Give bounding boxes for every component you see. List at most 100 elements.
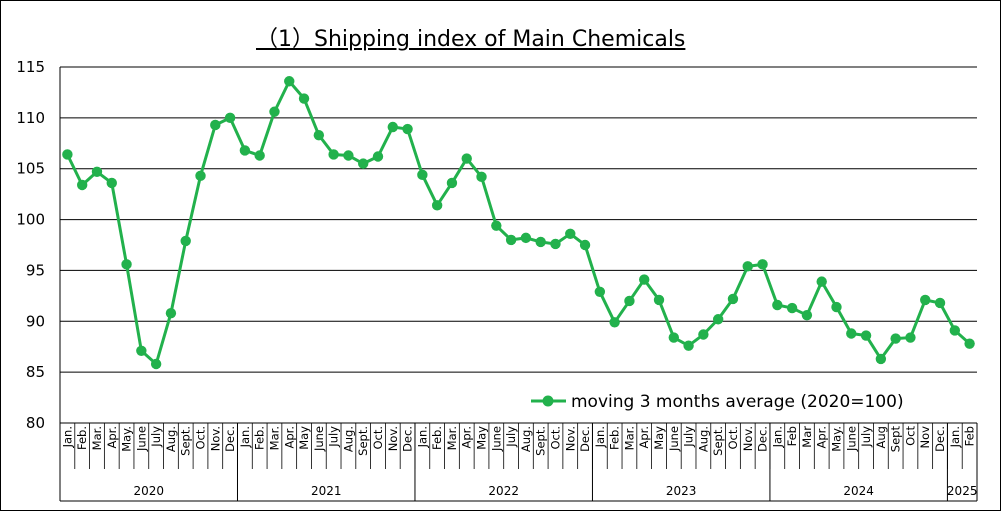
data-point <box>210 119 221 131</box>
x-tick-label: Mar. <box>445 426 459 450</box>
year-label: 2024 <box>843 484 874 498</box>
x-tick-label: Aug. <box>164 426 178 452</box>
x-tick-label: Oct <box>903 426 917 446</box>
data-point <box>801 309 813 321</box>
data-point <box>284 76 295 87</box>
data-point <box>150 358 162 370</box>
x-tick-label: Jan. <box>593 426 607 448</box>
data-point <box>860 330 872 341</box>
data-point <box>446 177 458 189</box>
x-tick-label: Feb <box>963 426 977 446</box>
y-tick-label: 85 <box>26 363 45 381</box>
data-point <box>786 302 798 314</box>
y-tick-label: 105 <box>16 160 45 178</box>
x-tick-label: Jan. <box>770 426 784 448</box>
y-tick-label: 95 <box>26 261 45 279</box>
data-point <box>298 93 310 104</box>
data-point <box>683 340 694 351</box>
data-point <box>920 294 931 306</box>
x-tick-label: Dec. <box>756 426 770 452</box>
x-tick-label: Nov. <box>386 426 400 451</box>
x-tick-label: Sept. <box>711 426 725 456</box>
data-point <box>934 297 946 309</box>
y-tick-label: 110 <box>16 109 45 127</box>
x-tick-label: Aug. <box>519 426 533 452</box>
x-tick-label: Jan. <box>60 426 74 448</box>
data-point <box>136 345 147 356</box>
x-tick-label: Dec. <box>401 426 415 452</box>
x-tick-label: Oct. <box>726 426 740 450</box>
data-point <box>565 228 576 240</box>
chart-title: （1）Shipping index of Main Chemicals <box>256 27 686 52</box>
x-tick-label: July <box>859 426 873 448</box>
data-point <box>890 333 901 344</box>
x-tick-label: Apr. <box>637 426 651 449</box>
data-point <box>535 236 546 248</box>
data-point <box>875 353 887 365</box>
x-tick-label: Jan. <box>948 426 962 448</box>
y-tick-label: 90 <box>26 312 45 330</box>
data-point <box>431 200 443 211</box>
y-tick-label: 100 <box>16 211 45 229</box>
x-tick-label: June <box>667 426 681 452</box>
x-tick-label: Apr. <box>105 426 119 449</box>
x-tick-label: Feb. <box>430 426 444 450</box>
data-point <box>461 153 472 164</box>
x-tick-label: June <box>844 426 858 452</box>
legend-marker-swatch <box>542 395 554 407</box>
data-point <box>579 239 591 251</box>
data-point <box>387 121 398 133</box>
y-tick-label: 115 <box>16 58 45 76</box>
data-point <box>180 235 191 247</box>
data-point <box>402 123 413 135</box>
x-tick-label: July <box>682 426 696 448</box>
data-point <box>91 166 103 177</box>
x-tick-label: Mar <box>800 426 814 448</box>
x-tick-label: Apr. <box>815 426 829 449</box>
x-tick-label: Dec. <box>223 426 237 452</box>
gridlines <box>60 66 977 424</box>
x-tick-label: Aug <box>874 426 888 448</box>
data-point <box>343 150 354 161</box>
data-point <box>816 276 827 287</box>
y-tick-label: 80 <box>26 414 45 432</box>
x-tick-label: July <box>149 426 163 448</box>
data-point <box>372 151 384 162</box>
data-point <box>594 286 606 297</box>
data-point <box>491 220 502 231</box>
x-tick-label: Nov. <box>208 426 222 451</box>
x-tick-label: Apr. <box>282 426 296 449</box>
data-point <box>639 274 650 285</box>
x-tick-label: Mar. <box>267 426 281 450</box>
data-point <box>550 238 561 250</box>
data-point <box>224 112 236 124</box>
x-tick-label: Mar. <box>90 426 104 450</box>
x-tick-label: Nov. <box>741 426 755 451</box>
data-point <box>76 179 88 191</box>
year-label: 2023 <box>666 484 697 498</box>
data-point <box>121 259 132 270</box>
legend: moving 3 months average (2020=100) <box>531 392 904 412</box>
data-point <box>653 294 665 306</box>
x-tick-label: Oct. <box>548 426 562 450</box>
data-point <box>505 234 517 246</box>
data-point <box>106 177 117 189</box>
x-tick-label: Nov <box>918 426 932 449</box>
x-tick-label: Feb. <box>75 426 89 450</box>
x-tick-label: Oct. <box>194 426 208 450</box>
year-label: 2022 <box>488 484 519 498</box>
x-tick-label: Sept <box>889 426 903 453</box>
data-point <box>772 299 783 311</box>
x-tick-label: May <box>475 426 489 450</box>
data-point <box>668 332 679 343</box>
x-tick-label: May. <box>120 426 134 452</box>
data-point <box>195 170 206 182</box>
data-point <box>698 329 709 340</box>
year-label: 2020 <box>133 484 164 498</box>
x-tick-label: Feb. <box>253 426 267 450</box>
x-tick-label: Jan. <box>238 426 252 448</box>
data-point <box>476 171 487 183</box>
x-tick-label: Feb. <box>608 426 622 450</box>
